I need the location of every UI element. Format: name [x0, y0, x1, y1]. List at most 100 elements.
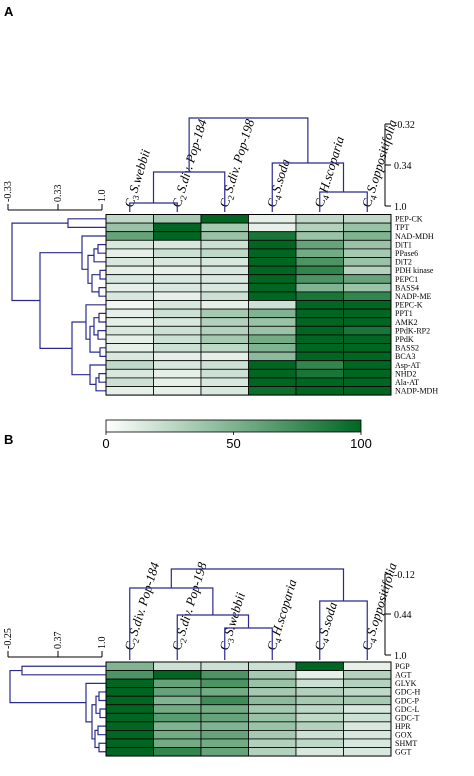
col-axis-tick-label: -0.12 [394, 570, 415, 581]
col-axis-tick-label: 0.34 [394, 161, 412, 172]
heatmap-cell [200, 670, 249, 680]
row-label: HPR [395, 722, 411, 731]
heatmap-cell [105, 239, 154, 250]
column-label: C2S.div. Pop-198 [169, 560, 212, 653]
heatmap-cell [200, 360, 249, 370]
col-axis-tick-label: 1.0 [394, 651, 407, 662]
heatmap-cell [153, 695, 202, 706]
heatmap-cell [153, 265, 202, 276]
heatmap-cell [295, 282, 344, 293]
heatmap-cell [153, 231, 202, 241]
panel-a-heatmap [105, 214, 392, 396]
row-axis-tick-label: 1.0 [97, 637, 108, 650]
heatmap-cell [295, 712, 344, 723]
heatmap-cell [295, 265, 344, 276]
dendrogram-branch [99, 708, 106, 719]
row-label: Ala-AT [395, 378, 419, 387]
column-label: C3S.webbii [216, 590, 250, 652]
heatmap-cell [248, 282, 297, 293]
row-label: PEP-CK [395, 215, 423, 224]
heatmap-cell [105, 325, 154, 336]
heatmap-cell [248, 214, 297, 224]
heatmap-cell [248, 661, 297, 671]
heatmap-cell [248, 738, 297, 748]
heatmap-cell [200, 343, 249, 353]
dendrogram-branch [71, 321, 90, 376]
heatmap-cell [153, 291, 202, 301]
heatmap-cell [105, 351, 154, 362]
row-label: NAD-MDH [395, 232, 434, 241]
heatmap-cell [200, 678, 249, 689]
heatmap-cell [200, 300, 249, 310]
heatmap-cell [105, 730, 154, 740]
heatmap-cell [343, 308, 392, 319]
heatmap-cell [153, 317, 202, 327]
panel-letter-a: A [4, 4, 14, 19]
heatmap-cell [295, 239, 344, 250]
heatmap-cell [105, 704, 154, 714]
heatmap-cell [153, 678, 202, 689]
heatmap-cell [153, 670, 202, 680]
heatmap-cell [200, 317, 249, 327]
heatmap-cell [153, 334, 202, 344]
heatmap-cell [295, 695, 344, 706]
heatmap-cell [343, 687, 392, 697]
heatmap-cell [343, 695, 392, 706]
row-label: TPT [395, 223, 409, 232]
dendrogram-branch [89, 364, 106, 385]
row-label: BASS2 [395, 344, 419, 353]
dendrogram-branch [98, 312, 106, 323]
heatmap-cell [248, 695, 297, 706]
row-label: GLYK [395, 679, 417, 688]
heatmap-cell [343, 351, 392, 362]
heatmap-cell [200, 704, 249, 714]
heatmap-cell [295, 300, 344, 310]
heatmap-cell [153, 704, 202, 714]
heatmap-cell [200, 712, 249, 723]
dendrogram-branch [67, 218, 106, 228]
heatmap-cell [153, 712, 202, 723]
heatmap-cell [248, 308, 297, 319]
heatmap-cell [248, 386, 297, 396]
heatmap-cell [153, 738, 202, 748]
heatmap-cell [105, 360, 154, 370]
heatmap-cell [343, 265, 392, 276]
dendrogram-branch [188, 117, 309, 172]
heatmap-cell [248, 334, 297, 344]
dendrogram-branch [87, 254, 94, 284]
panel-b-row-dendrogram [9, 665, 106, 753]
heatmap-cell [105, 317, 154, 327]
row-label: AGT [395, 671, 412, 680]
heatmap-cell [248, 747, 297, 757]
heatmap-cell [295, 334, 344, 344]
colorbar [105, 419, 362, 433]
dendrogram-branch [97, 330, 106, 340]
heatmap-cell [105, 377, 154, 387]
heatmap-cell [248, 360, 297, 370]
panel-b-column-dendrogram [129, 568, 368, 660]
heatmap-cell [343, 747, 392, 757]
dendrogram-branch [170, 568, 345, 601]
heatmap-cell [295, 687, 344, 697]
heatmap-cell [343, 239, 392, 250]
panel-b-row-labels: PGPAGTGLYKGDC-HGDC-PGDC-LGDC-THPRGOXSHMT… [395, 662, 421, 757]
heatmap-cell [295, 351, 344, 362]
heatmap-border [105, 661, 392, 757]
heatmap-cell [105, 343, 154, 353]
heatmap-cell [105, 738, 154, 748]
heatmap-cell [295, 377, 344, 387]
heatmap-cell [248, 300, 297, 310]
heatmap-cell [105, 747, 154, 757]
heatmap-cell [248, 351, 297, 362]
col-axis-tick-label: 0.44 [394, 610, 412, 621]
heatmap-cell [105, 291, 154, 301]
row-axis-tick-label: 0.37 [53, 632, 64, 650]
heatmap-cell [105, 257, 154, 267]
heatmap-cell [248, 368, 297, 379]
heatmap-cell [295, 661, 344, 671]
heatmap-cell [343, 325, 392, 336]
row-label: PDH kinase [395, 266, 434, 275]
heatmap-cell [153, 282, 202, 293]
